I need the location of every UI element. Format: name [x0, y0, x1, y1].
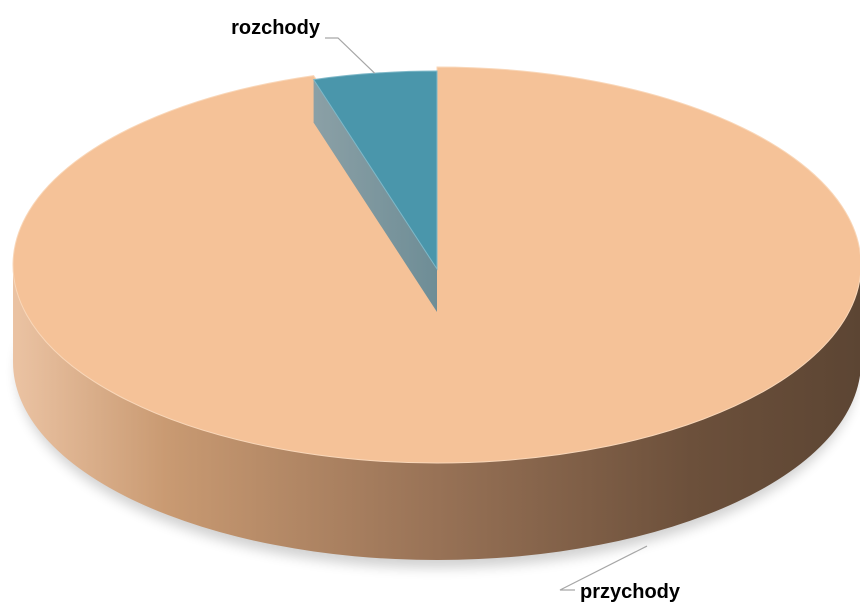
- leader-line-przychody: [559, 545, 648, 591]
- leader-line-rozchody: [325, 37, 376, 74]
- slice-rozchody-side: [313, 79, 437, 312]
- data-label-przychody: przychody: [580, 581, 681, 603]
- slice-przychody-side: [13, 265, 860, 560]
- slice-rozchody: [312, 70, 438, 271]
- data-label-rozchody: rozchody: [231, 17, 321, 39]
